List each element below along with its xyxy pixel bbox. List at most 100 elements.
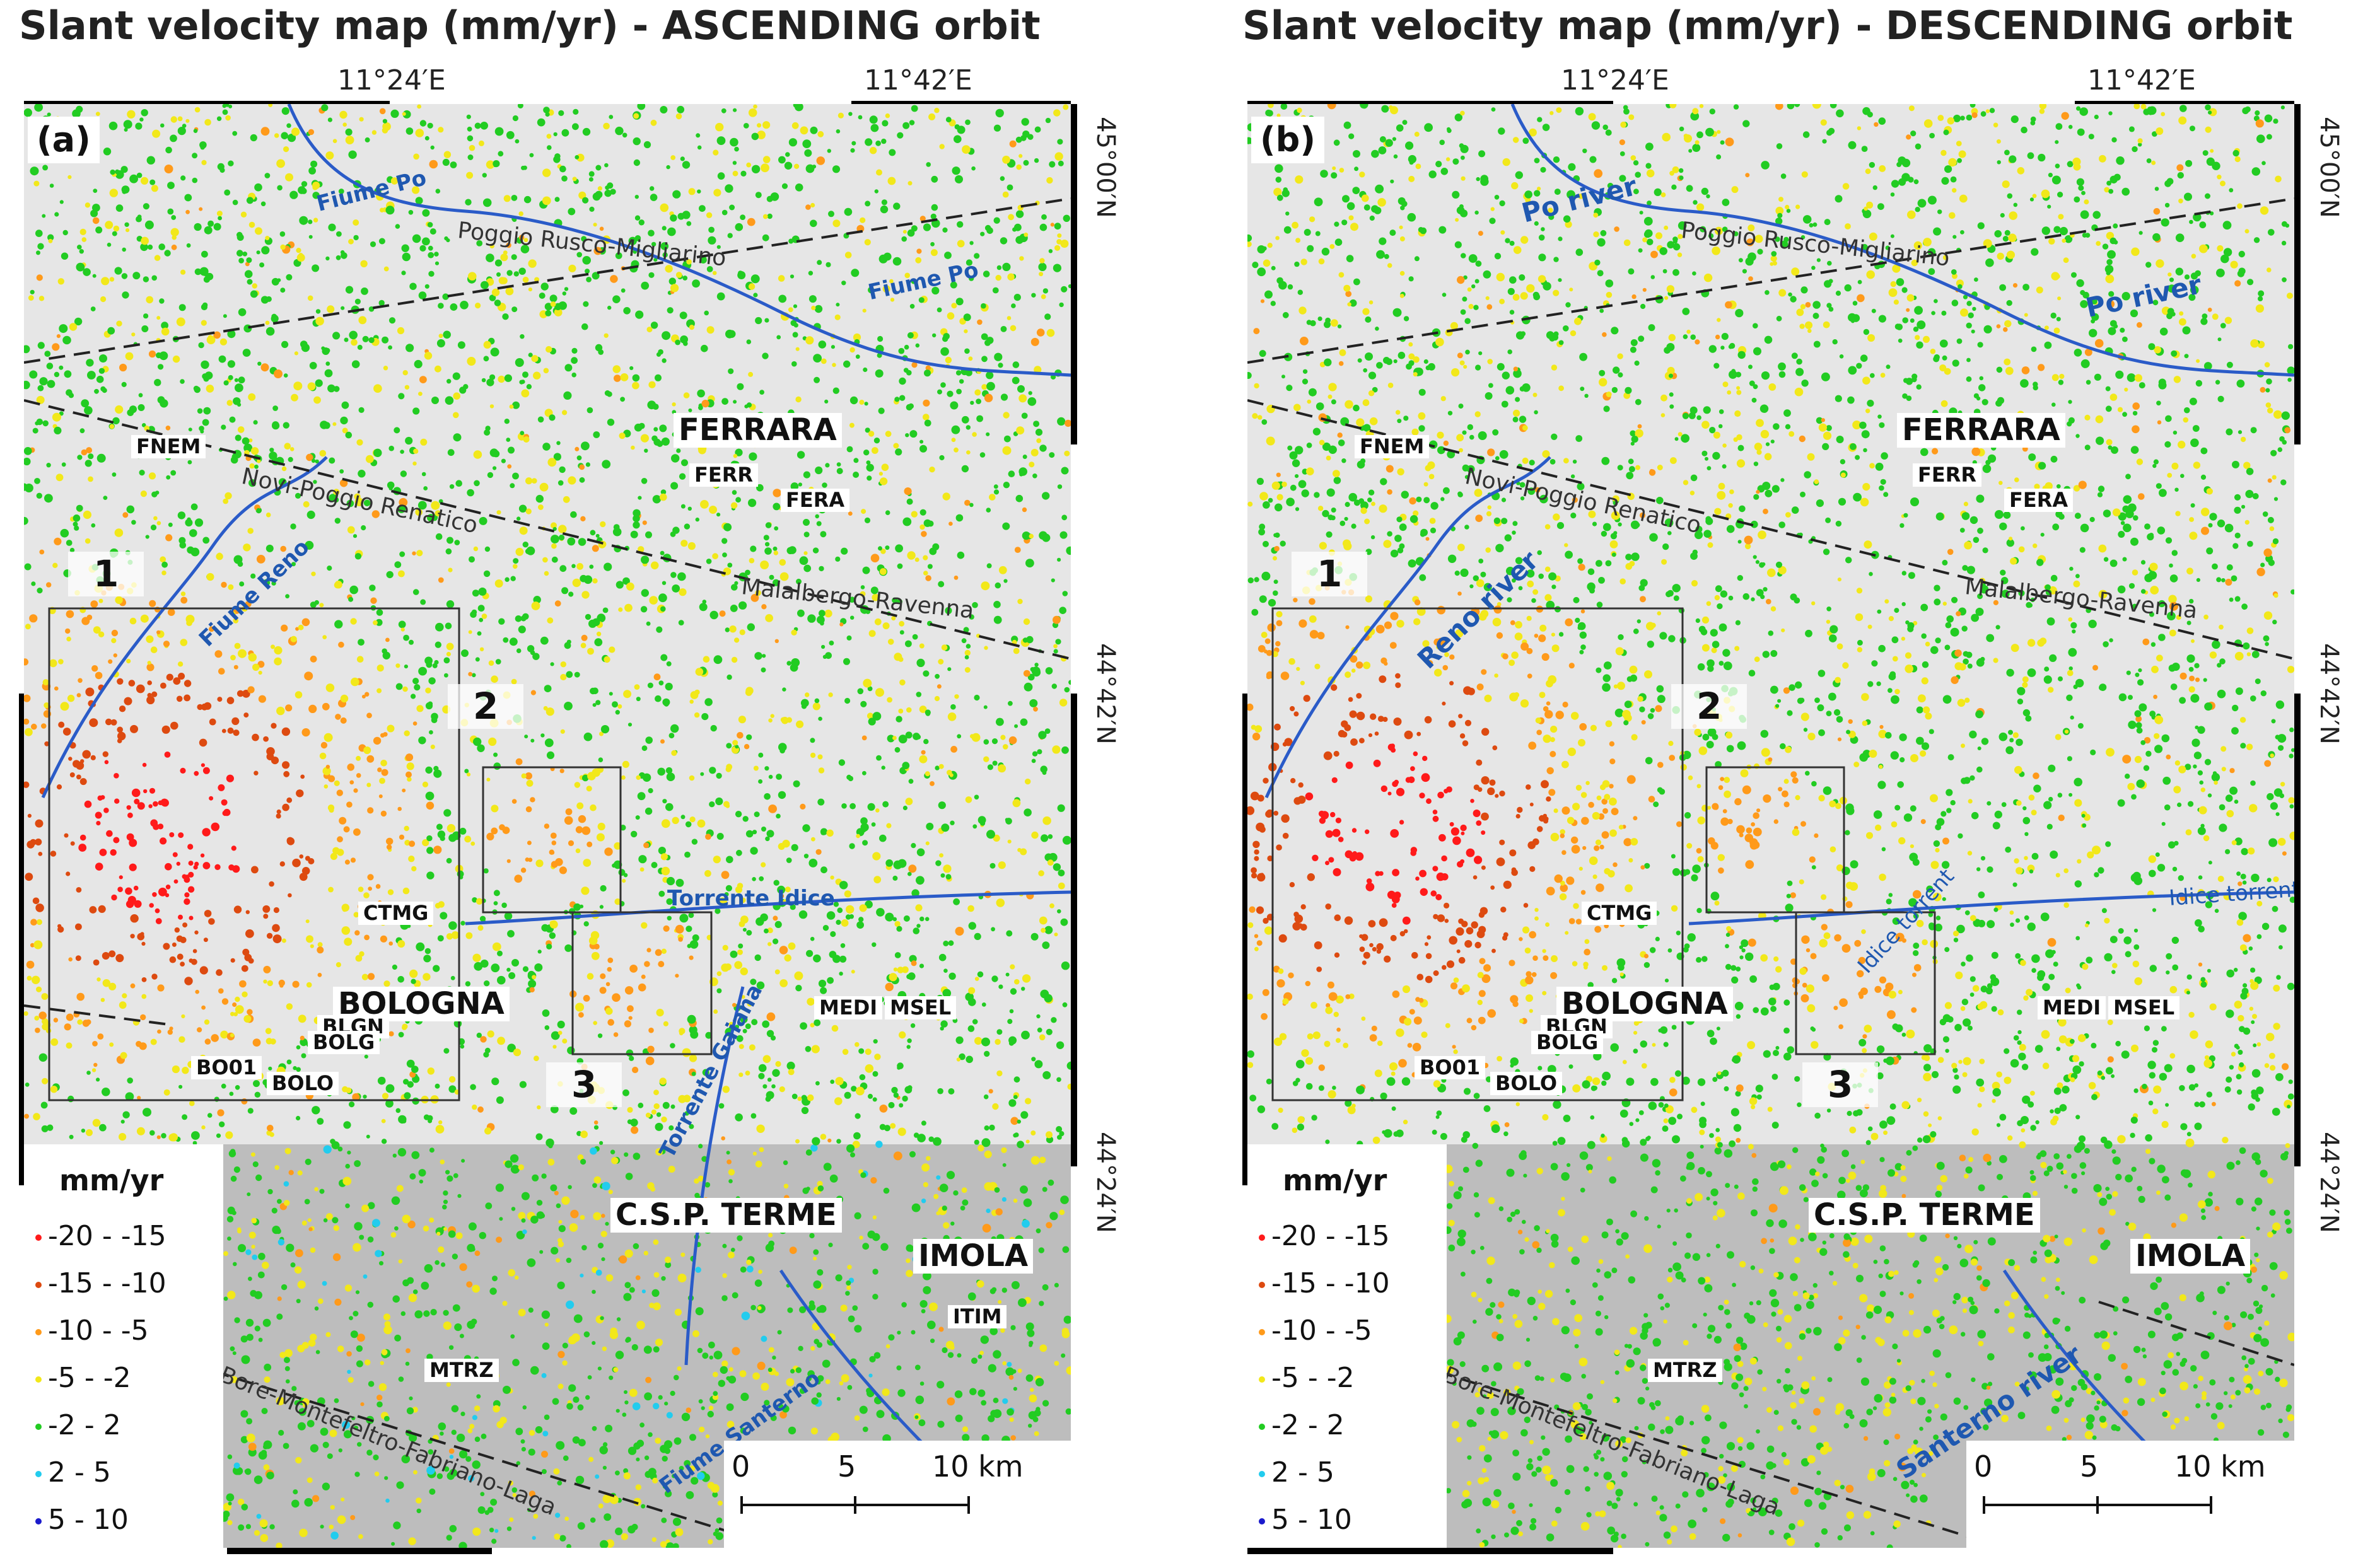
ps-point — [647, 1182, 655, 1190]
ps-point — [100, 997, 105, 1002]
ps-point — [966, 644, 971, 649]
ps-point — [398, 570, 405, 578]
ps-point — [626, 1049, 634, 1057]
ps-point — [262, 1318, 271, 1327]
ps-point — [899, 679, 906, 686]
ps-point — [239, 581, 245, 587]
ps-point — [515, 1427, 523, 1436]
ps-point — [258, 1337, 263, 1342]
ps-point — [248, 221, 255, 228]
ps-point — [1023, 618, 1030, 625]
ps-point — [416, 705, 424, 712]
ps-point — [820, 1134, 827, 1140]
ps-point — [301, 618, 310, 627]
ps-point — [331, 1141, 340, 1149]
ps-point — [934, 108, 940, 113]
ps-point — [691, 1477, 699, 1485]
ps-point — [1042, 941, 1050, 950]
ps-point — [250, 573, 256, 579]
ps-point — [817, 1269, 824, 1276]
ps-point — [397, 940, 406, 948]
ps-point — [260, 296, 269, 304]
ps-point — [799, 1388, 806, 1394]
ps-point — [399, 497, 408, 507]
ps-point — [29, 370, 38, 379]
ps-point — [623, 1468, 629, 1473]
ps-point — [511, 959, 519, 967]
ps-point — [581, 323, 588, 330]
ps-point — [276, 1397, 285, 1405]
ps-point — [115, 169, 120, 175]
ps-point — [689, 1124, 694, 1129]
ps-point — [803, 519, 810, 526]
ps-point — [977, 1389, 986, 1397]
ps-point — [479, 647, 484, 651]
ps-point — [33, 1113, 40, 1120]
ps-point — [583, 921, 589, 927]
ps-point — [1915, 143, 1922, 150]
ps-point — [405, 753, 414, 762]
ps-point — [893, 1151, 902, 1161]
ps-point — [1536, 1168, 1543, 1175]
ps-point — [199, 966, 208, 975]
ps-point — [622, 1412, 627, 1417]
ps-point — [1039, 916, 1047, 925]
ps-point — [55, 473, 64, 482]
ps-point — [520, 431, 525, 436]
ps-point — [1059, 531, 1068, 539]
ps-point — [511, 254, 517, 260]
ps-point — [930, 1339, 935, 1344]
ps-point — [176, 695, 183, 702]
ps-point — [449, 1524, 457, 1533]
ps-point — [363, 1095, 367, 1099]
ps-point — [593, 943, 600, 950]
ps-point — [971, 166, 976, 171]
ps-point — [758, 1064, 767, 1072]
ps-point — [557, 1030, 563, 1035]
ps-point — [2033, 1250, 2037, 1255]
ps-point — [801, 704, 807, 709]
ps-point — [595, 1474, 600, 1479]
ps-point — [906, 1045, 911, 1049]
ps-point — [786, 857, 792, 863]
ps-point — [335, 255, 341, 260]
ps-point — [495, 1183, 505, 1192]
ps-point — [1053, 109, 1061, 117]
ps-point — [878, 546, 882, 551]
ps-point — [134, 900, 142, 908]
ps-point — [1061, 467, 1069, 475]
ps-point — [159, 298, 165, 304]
ps-point — [404, 825, 409, 832]
ps-point — [506, 131, 515, 139]
ps-point — [713, 1350, 723, 1360]
ps-point — [122, 993, 127, 999]
ps-point — [834, 314, 841, 320]
ps-point — [521, 389, 530, 398]
ps-point — [543, 107, 550, 113]
ps-point — [477, 744, 485, 752]
ps-point — [1421, 773, 1430, 782]
ps-point — [565, 808, 573, 815]
ps-point — [768, 1240, 775, 1247]
ps-point — [257, 661, 265, 668]
ps-point — [474, 480, 480, 487]
ps-point — [841, 1374, 849, 1383]
ps-point — [310, 601, 317, 608]
ps-point — [849, 422, 855, 428]
ps-point — [388, 941, 393, 946]
ps-point — [726, 743, 732, 749]
ps-point — [528, 1490, 536, 1497]
ps-point — [218, 988, 224, 994]
ps-point — [713, 149, 719, 156]
ps-point — [502, 313, 509, 320]
ps-point — [110, 169, 115, 175]
ps-point — [635, 1275, 641, 1281]
ps-point — [358, 470, 366, 478]
ps-point — [757, 1361, 766, 1370]
ps-point — [697, 1472, 705, 1480]
ps-point — [404, 730, 410, 736]
ps-point — [832, 219, 841, 228]
ps-point — [1049, 452, 1055, 458]
ps-point — [691, 1071, 696, 1076]
ps-point — [228, 104, 233, 108]
